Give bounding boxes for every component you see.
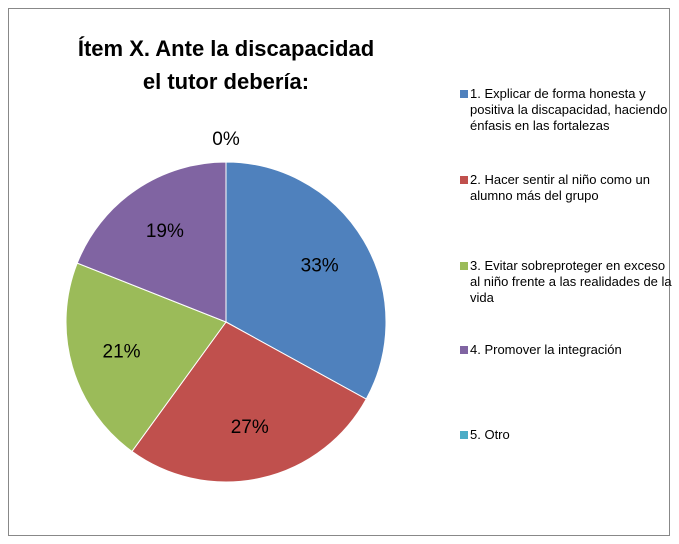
legend-swatch [460,90,468,98]
pie-slice [131,321,367,483]
data-label: 19% [146,221,184,242]
data-label: 27% [231,417,269,438]
pie-slice [65,262,227,453]
legend-label: 4. Promover la integración [470,342,622,357]
legend-swatch [460,176,468,184]
legend-label: 2. Hacer sentir al niño como un alumno m… [470,172,650,203]
pie-slice [225,161,387,400]
legend-label: 1. Explicar de forma honesta y positiva … [470,86,668,133]
legend-label: 5. Otro [470,427,510,442]
data-label: 33% [301,256,339,277]
data-label: 21% [103,341,141,362]
legend-swatch [460,346,468,354]
legend-swatch [460,262,468,270]
pie-slice [76,161,227,323]
legend-label: 3. Evitar sobreproteger en exceso al niñ… [470,258,672,305]
chart-frame [8,8,670,536]
legend-swatch [460,431,468,439]
data-label: 0% [212,129,240,150]
chart-title: Ítem X. Ante la discapacidad el tutor de… [77,36,375,94]
